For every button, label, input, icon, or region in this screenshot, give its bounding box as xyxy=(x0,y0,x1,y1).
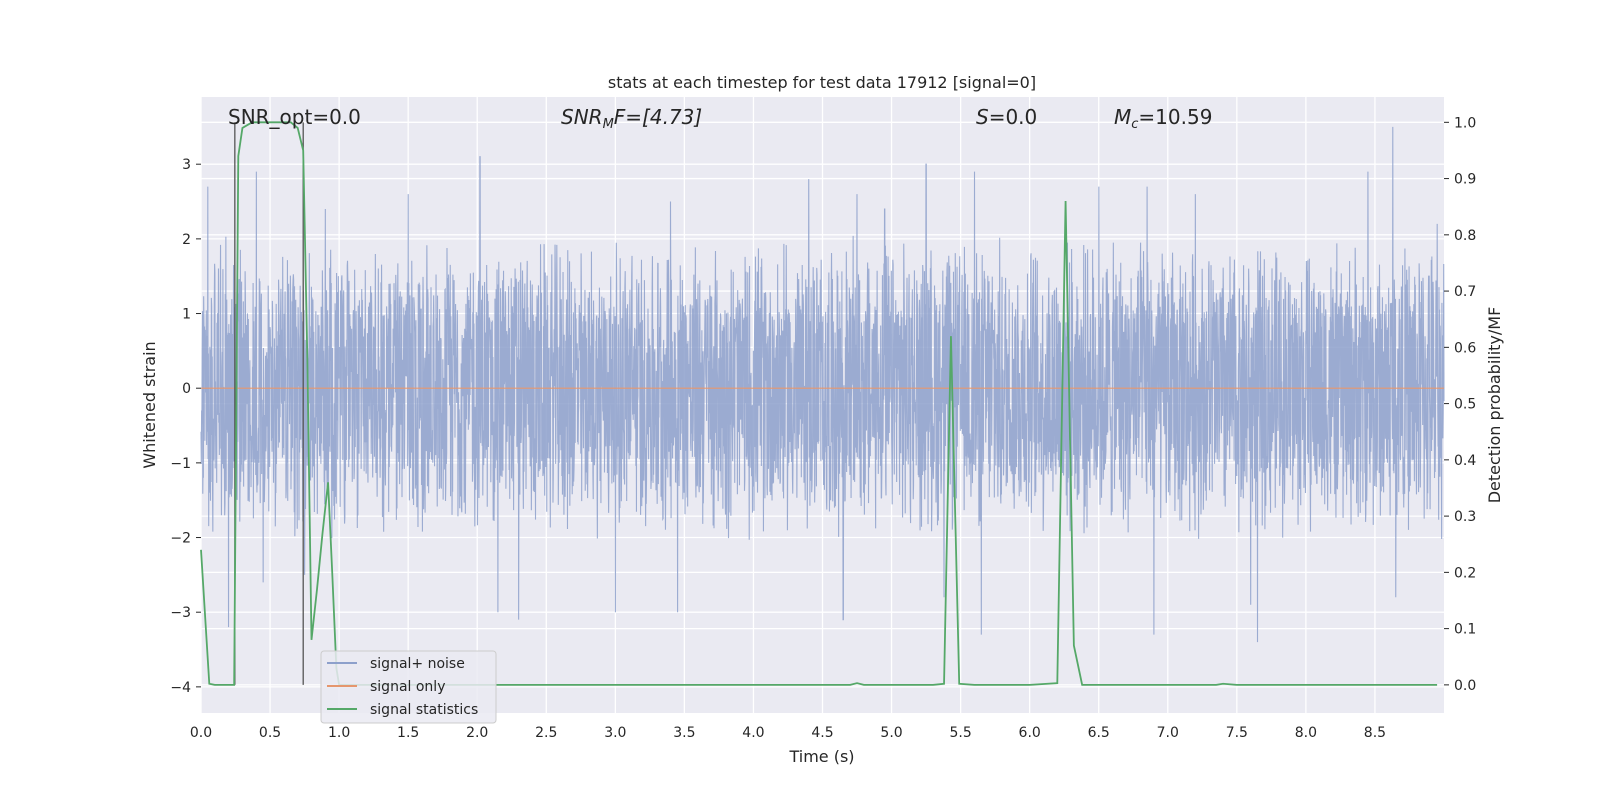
x-tick-label: 5.5 xyxy=(949,725,971,741)
x-tick-label: 2.5 xyxy=(535,725,557,741)
series-signal-statistics-line xyxy=(200,121,1438,686)
y2-tick-label: 0.0 xyxy=(1454,678,1476,694)
y2-tick-label: 0.8 xyxy=(1454,228,1476,244)
annotation-snr-mf: SNRMF=[4.73] xyxy=(561,105,702,132)
data-layer xyxy=(200,121,1445,686)
x-tick-label: 8.5 xyxy=(1364,725,1386,741)
y2-axis-label: Detection probability/MF xyxy=(1485,307,1504,504)
y-tick-label: −3 xyxy=(170,605,191,621)
x-tick-label: 1.5 xyxy=(397,725,419,741)
annotation-snr-opt: SNR_opt=0.0 xyxy=(228,105,361,129)
x-tick-label: 0.5 xyxy=(259,725,281,741)
annotation-mc-sub: c xyxy=(1131,117,1138,132)
annotation-s-rest: =0.0 xyxy=(989,105,1038,129)
annotation-s: S=0.0 xyxy=(976,105,1037,129)
annotation-snr-mf-sub: M xyxy=(603,117,614,132)
x-axis-label: Time (s) xyxy=(788,747,854,766)
y2-tick-label: 0.1 xyxy=(1454,622,1476,638)
x-tick-label: 4.0 xyxy=(742,725,764,741)
y2-tick-label: 0.6 xyxy=(1454,340,1476,356)
x-tick-label: 4.5 xyxy=(811,725,833,741)
x-tick-label: 1.0 xyxy=(328,725,350,741)
annotation-s-var: S xyxy=(976,105,989,129)
x-tick-label: 3.0 xyxy=(604,725,626,741)
x-tick-label: 3.5 xyxy=(673,725,695,741)
y-tick-label: 0 xyxy=(182,381,191,397)
x-tick-label: 5.0 xyxy=(880,725,902,741)
legend-label-signal-statistics: signal statistics xyxy=(370,702,478,718)
x-tick-label: 7.5 xyxy=(1226,725,1248,741)
y-tick-label: −1 xyxy=(170,456,191,472)
x-tick-label: 8.0 xyxy=(1295,725,1317,741)
x-tick-label: 7.0 xyxy=(1157,725,1179,741)
y2-tick-label: 0.3 xyxy=(1454,509,1476,525)
legend-box xyxy=(320,650,497,724)
annotation-mc-rest: =10.59 xyxy=(1138,105,1212,129)
x-tick-label: 6.0 xyxy=(1019,725,1041,741)
axis-layer: 0.0 0.5 1.0 1.5 2.0 2.5 3.0 3.5 4.0 4.5 5.0 5.5 6.0 6… xyxy=(170,115,1476,741)
y-tick-label: 2 xyxy=(182,232,191,248)
x-tick-label: 2.0 xyxy=(466,725,488,741)
y2-tick-label: 0.9 xyxy=(1454,172,1476,188)
y-tick-label: 1 xyxy=(182,307,191,323)
legend: signal+ noise signal only signal statist… xyxy=(320,650,497,724)
y2-tick-label: 0.7 xyxy=(1454,284,1476,300)
y2-tick-label: 0.5 xyxy=(1454,397,1476,413)
series-signal-noise-line xyxy=(200,126,1445,643)
annotation-mc-var: M xyxy=(1114,105,1131,129)
annotation-snr-mf-prefix: SNR xyxy=(561,105,603,129)
y-tick-label: 3 xyxy=(182,157,191,173)
annotation-snr-mf-rest: F=[4.73] xyxy=(614,105,702,129)
x-tick-label: 6.5 xyxy=(1088,725,1110,741)
y-tick-label: −2 xyxy=(170,531,191,547)
annotation-mc: Mc=10.59 xyxy=(1114,105,1212,132)
y2-tick-label: 0.2 xyxy=(1454,565,1476,581)
y2-tick-label: 1.0 xyxy=(1454,115,1476,131)
x-tick-label: 0.0 xyxy=(190,725,212,741)
y2-tick-label: 0.4 xyxy=(1454,453,1476,469)
y-axis-label: Whitened strain xyxy=(140,341,159,468)
legend-label-signal-noise: signal+ noise xyxy=(370,656,465,672)
y-tick-label: −4 xyxy=(170,680,191,696)
legend-label-signal-only: signal only xyxy=(370,679,445,695)
chart-title: stats at each timestep for test data 179… xyxy=(608,73,1036,92)
